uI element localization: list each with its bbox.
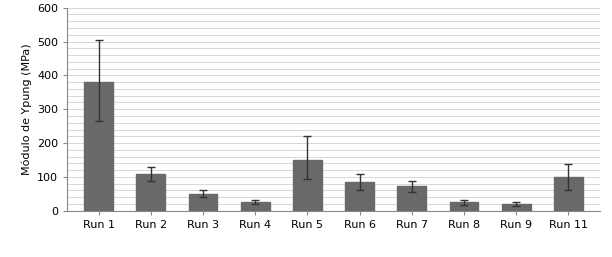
Bar <box>554 177 583 211</box>
Bar <box>502 204 531 211</box>
Bar <box>136 174 165 211</box>
Bar <box>450 202 479 211</box>
Bar <box>84 82 113 211</box>
Bar <box>397 186 426 211</box>
Y-axis label: Módulo de Ypung (MPa): Módulo de Ypung (MPa) <box>21 43 32 175</box>
Bar <box>241 202 270 211</box>
Bar <box>293 160 322 211</box>
Bar <box>345 182 374 211</box>
Bar <box>188 194 217 211</box>
